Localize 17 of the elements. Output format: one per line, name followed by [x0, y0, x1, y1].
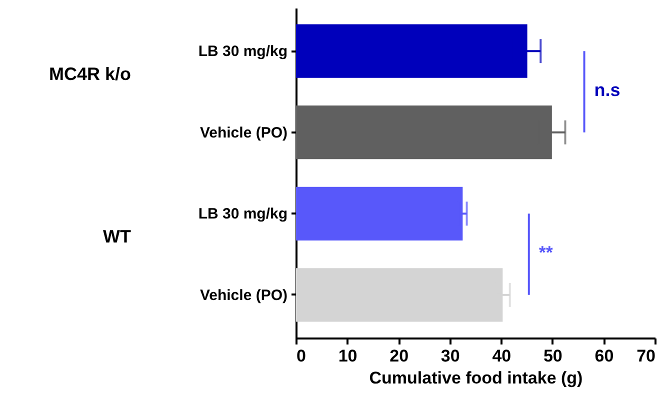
text: MC4R k/o — [48, 64, 131, 84]
y-tick-label: Vehicle (PO) — [200, 124, 288, 142]
annotation: ** — [538, 242, 553, 263]
x-tick-label: 50 — [543, 346, 562, 366]
x-tick-label: 30 — [440, 346, 460, 366]
x-tick-label: 0 — [296, 346, 306, 366]
annotation: n.s — [594, 80, 620, 100]
y-tick-label: Vehicle (PO) — [200, 286, 288, 304]
y-tick-label: LB 30 mg/kg — [198, 206, 288, 223]
x-axis-title: Cumulative food intake (g) — [369, 368, 583, 388]
x-tick-label: 70 — [636, 346, 656, 366]
text: WT — [103, 226, 132, 247]
x-tick-label: 40 — [492, 346, 512, 366]
y-tick-label: LB 30 mg/kg — [198, 43, 288, 60]
x-tick-label: 10 — [338, 346, 358, 366]
x-tick-label: 60 — [594, 346, 614, 366]
x-tick-label: 20 — [390, 346, 409, 366]
